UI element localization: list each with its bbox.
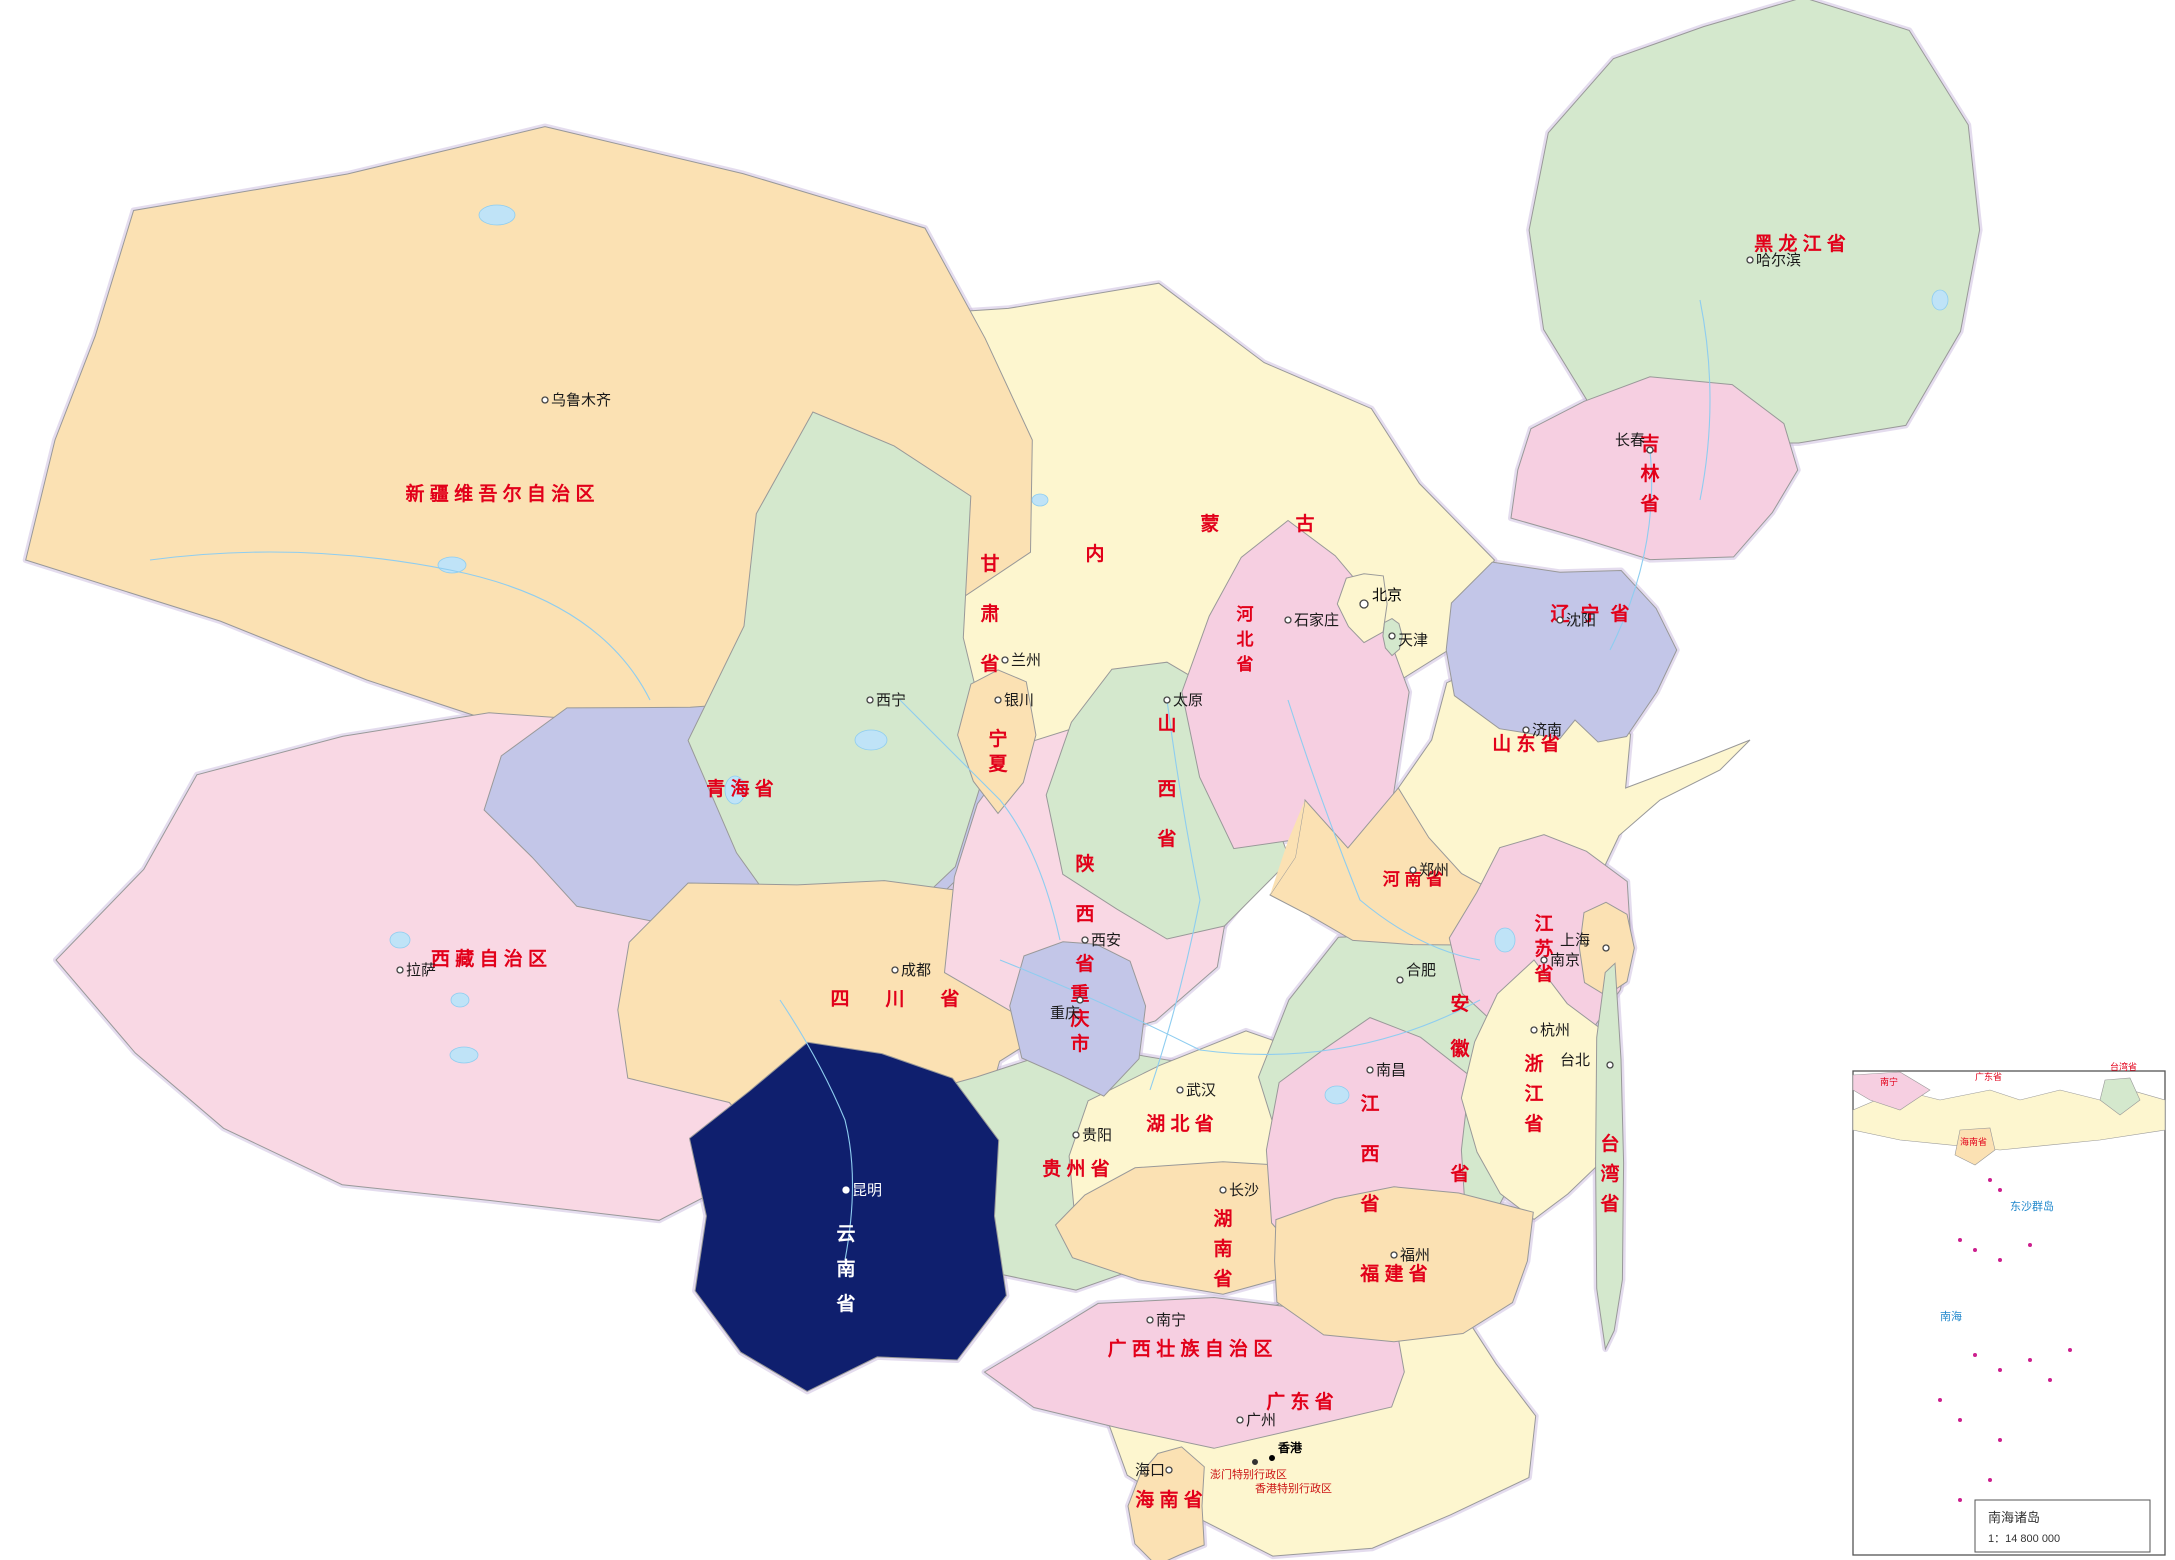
svg-text:天津: 天津 [1398,632,1428,649]
svg-text:西: 西 [1075,904,1094,925]
svg-text:广州: 广州 [1246,1412,1276,1429]
svg-text:哈尔滨: 哈尔滨 [1756,252,1801,269]
svg-text:福 建 省: 福 建 省 [1359,1262,1428,1285]
svg-text:东沙群岛: 东沙群岛 [2010,1199,2054,1213]
svg-text:广东省: 广东省 [1975,1071,2002,1082]
svg-text:夏: 夏 [988,753,1008,775]
svg-text:新 疆 维 吾 尔 自 治 区: 新 疆 维 吾 尔 自 治 区 [406,482,595,505]
svg-text:南: 南 [1213,1238,1232,1260]
svg-text:太原: 太原 [1173,692,1203,709]
svg-text:湖: 湖 [1213,1208,1232,1230]
svg-text:省: 省 [1523,1113,1543,1135]
svg-text:青 海 省: 青 海 省 [706,777,774,800]
svg-text:省: 省 [1236,654,1254,674]
svg-text:省: 省 [1449,1163,1469,1185]
svg-text:云: 云 [836,1224,855,1245]
svg-text:贵 州 省: 贵 州 省 [1042,1158,1110,1180]
svg-text:长春: 长春 [1615,432,1645,449]
svg-text:北京: 北京 [1372,587,1402,604]
svg-text:江: 江 [1360,1093,1379,1115]
svg-text:广 西 壮 族 自 治 区: 广 西 壮 族 自 治 区 [1108,1337,1273,1360]
svg-text:四: 四 [830,989,849,1010]
svg-text:甘: 甘 [980,553,999,575]
svg-text:安: 安 [1450,992,1469,1015]
svg-text:南: 南 [836,1258,855,1280]
svg-text:沈阳: 沈阳 [1566,612,1596,629]
svg-text:兰州: 兰州 [1011,652,1041,669]
svg-text:长沙: 长沙 [1229,1182,1259,1199]
svg-text:省: 省 [979,653,999,675]
svg-text:合肥: 合肥 [1406,962,1436,979]
svg-text:江: 江 [1534,913,1553,935]
svg-text:蒙: 蒙 [1200,513,1219,535]
svg-text:肃: 肃 [980,602,999,625]
svg-text:省: 省 [1156,828,1176,850]
svg-text:南宁: 南宁 [1880,1076,1898,1087]
svg-text:川: 川 [884,989,904,1010]
svg-text:杭州: 杭州 [1540,1022,1570,1039]
svg-text:西: 西 [1157,779,1176,800]
svg-text:拉萨: 拉萨 [406,962,436,979]
svg-text:郑州: 郑州 [1419,862,1449,879]
svg-text:宁: 宁 [988,727,1007,750]
svg-text:省: 省 [1599,1193,1619,1215]
svg-text:省: 省 [1609,603,1629,625]
svg-text:1：14 800 000: 1：14 800 000 [1988,1533,2060,1545]
svg-text:西 藏 自 治 区: 西 藏 自 治 区 [431,947,547,970]
svg-text:海口: 海口 [1135,1462,1165,1479]
svg-text:南京: 南京 [1550,952,1580,969]
svg-text:湖 北 省: 湖 北 省 [1146,1113,1214,1135]
svg-text:石家庄: 石家庄 [1294,611,1339,629]
svg-text:南海: 南海 [1940,1309,1962,1323]
svg-text:南海诸岛: 南海诸岛 [1988,1510,2040,1525]
svg-text:省: 省 [1639,493,1659,515]
svg-text:昆明: 昆明 [852,1182,882,1199]
svg-text:台湾省: 台湾省 [2110,1061,2137,1072]
svg-text:省: 省 [939,988,959,1010]
svg-text:江: 江 [1524,1083,1543,1105]
svg-text:陕: 陕 [1075,852,1094,875]
svg-text:河: 河 [1237,605,1254,624]
svg-text:武汉: 武汉 [1186,1082,1216,1099]
svg-text:重庆: 重庆 [1050,1005,1080,1022]
svg-text:福州: 福州 [1400,1247,1430,1264]
svg-text:山: 山 [1157,713,1176,735]
svg-text:西安: 西安 [1091,932,1121,949]
svg-text:海南省: 海南省 [1960,1136,1987,1147]
svg-text:省: 省 [1212,1268,1232,1290]
svg-text:广 东 省: 广 东 省 [1266,1390,1334,1413]
svg-text:古: 古 [1295,512,1314,535]
svg-text:西: 西 [1360,1144,1379,1165]
svg-text:湾: 湾 [1600,1162,1619,1185]
svg-text:贵阳: 贵阳 [1082,1127,1112,1144]
svg-text:台北: 台北 [1560,1052,1590,1069]
svg-text:省: 省 [835,1293,855,1315]
svg-text:省: 省 [1359,1193,1379,1215]
svg-text:省: 省 [1074,953,1094,975]
svg-text:台: 台 [1600,1132,1619,1155]
svg-text:海 南 省: 海 南 省 [1135,1488,1203,1511]
svg-text:成都: 成都 [901,962,931,979]
svg-text:澎门特别行政区: 澎门特别行政区 [1210,1467,1287,1481]
svg-text:银川: 银川 [1004,692,1034,709]
svg-text:香港特别行政区: 香港特别行政区 [1255,1481,1332,1495]
svg-text:南昌: 南昌 [1376,1062,1406,1079]
svg-text:林: 林 [1640,462,1659,485]
svg-text:北: 北 [1237,630,1254,649]
svg-text:西宁: 西宁 [876,692,906,709]
svg-text:济南: 济南 [1532,722,1562,739]
svg-text:市: 市 [1070,1032,1089,1055]
svg-text:上海: 上海 [1560,932,1590,949]
svg-text:乌鲁木齐: 乌鲁木齐 [551,392,611,409]
svg-text:南宁: 南宁 [1156,1312,1186,1329]
svg-text:内: 内 [1085,542,1104,565]
svg-text:香港: 香港 [1277,1440,1303,1455]
svg-text:徽: 徽 [1449,1037,1470,1060]
svg-text:浙: 浙 [1524,1052,1543,1075]
